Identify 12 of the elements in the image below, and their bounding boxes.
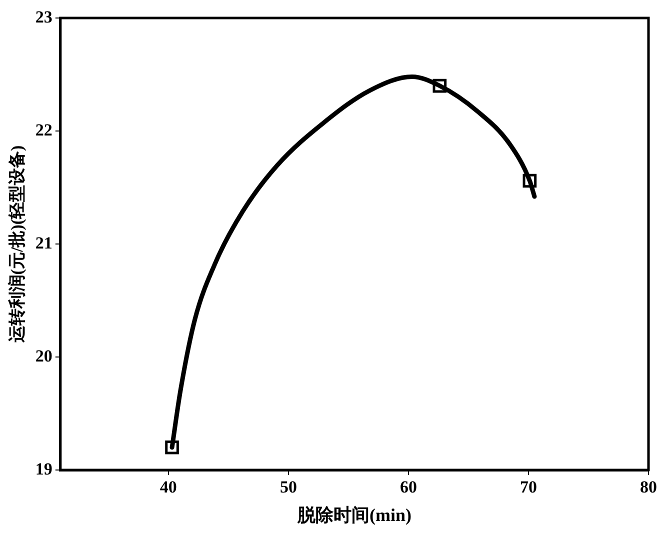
- y-tick-label: 20: [35, 346, 52, 366]
- y-tick-label: 21: [35, 233, 52, 252]
- x-tick-label: 40: [160, 478, 177, 497]
- y-tick-label: 23: [35, 7, 52, 26]
- x-tick-label: 50: [280, 478, 297, 497]
- y-tick-label: 22: [35, 120, 52, 140]
- x-tick-label: 60: [400, 478, 417, 497]
- y-axis-title: 运转利润(元/批)(轻型设备): [8, 145, 27, 344]
- x-axis-title: 脱除时间(min): [296, 504, 412, 525]
- x-tick-label: 70: [520, 478, 537, 497]
- y-tick-label: 19: [35, 459, 52, 478]
- x-tick-label: 80: [640, 478, 657, 497]
